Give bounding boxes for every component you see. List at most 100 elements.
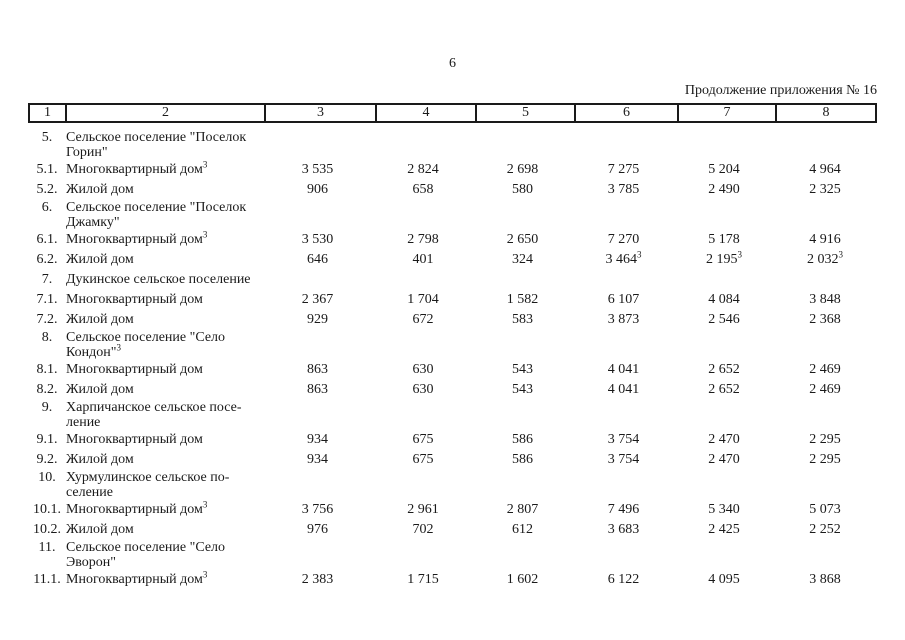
value-cell: [373, 541, 473, 570]
row-number: 8.: [41, 330, 53, 345]
row-label: Многоквартирный дом3: [66, 500, 262, 520]
value-cell: 4 095: [675, 570, 773, 590]
row-label-text: Джамку": [66, 214, 120, 230]
value-cell: [572, 270, 675, 290]
value-text: 5 204: [708, 162, 740, 177]
value-text: 2 367: [301, 292, 334, 307]
row-label: Многоквартирный дом: [66, 360, 262, 380]
table-row: 6. Сельское поселение "Поселок Джамку": [28, 200, 877, 230]
value-cell: 3 4643: [572, 250, 675, 270]
value-cell: 2 295: [773, 430, 877, 450]
value-cell: [675, 131, 773, 160]
row-number: 6.2.: [36, 252, 58, 267]
value-cell: 2 546: [675, 310, 773, 330]
value-cell: [675, 401, 773, 430]
value-text: 2 490: [708, 182, 740, 197]
value-cell: 2 652: [675, 380, 773, 400]
value-cell: 2 824: [373, 160, 473, 180]
row-label-text: Многоквартирный дом: [66, 502, 203, 517]
row-number: 10.: [38, 470, 56, 485]
value-cell: 630: [373, 380, 473, 400]
value-text: 3 754: [607, 452, 640, 467]
table-row: 5.1. Многоквартирный дом3 3 535 2 824 2 698 7…: [28, 160, 877, 180]
value-cell: 4 041: [572, 360, 675, 380]
value-text: 4 041: [607, 362, 640, 377]
row-label-text: Жилой дом: [66, 382, 134, 397]
value-text: 630: [412, 362, 434, 377]
value-cell: 1 715: [373, 570, 473, 590]
value-cell: [262, 401, 373, 430]
value-cell: 6 107: [572, 290, 675, 310]
value-text: 4 916: [809, 232, 841, 247]
value-text: 2 824: [407, 162, 439, 177]
row-number: 7.2.: [36, 312, 58, 327]
row-number: 11.1.: [33, 572, 61, 587]
value-text: 702: [412, 522, 434, 537]
value-text: 906: [307, 182, 328, 197]
row-label: Жилой дом: [66, 520, 262, 540]
row-label-text: Сельское поселение "Село: [66, 540, 226, 555]
value-cell: 2 1953: [675, 250, 773, 270]
value-text: 2 652: [708, 382, 740, 397]
value-cell: 2 469: [773, 360, 877, 380]
value-text: 4 964: [809, 162, 841, 177]
row-label: Жилой дом: [66, 250, 262, 270]
row-number: 7.1.: [36, 292, 58, 307]
value-cell: 2 490: [675, 180, 773, 200]
value-cell: 1 602: [473, 570, 572, 590]
value-text: 4 084: [708, 292, 740, 307]
value-text: 7 275: [607, 162, 640, 177]
row-label-text: Горин": [66, 144, 108, 160]
table-row: 7.1. Многоквартирный дом 2 367 1 704 1 582 6 …: [28, 290, 877, 310]
value-text: 2 195: [706, 252, 738, 267]
value-text: 583: [512, 312, 533, 327]
row-label-text: Сельское поселение "Поселок: [66, 130, 247, 145]
row-label-text: ление: [66, 414, 101, 430]
value-cell: 6 122: [572, 570, 675, 590]
table-row: 5. Сельское поселение "Поселок Горин": [28, 130, 877, 160]
value-text: 543: [512, 382, 533, 397]
value-cell: 1 582: [473, 290, 572, 310]
footnote-marker: 3: [202, 159, 208, 170]
value-cell: 583: [473, 310, 572, 330]
value-text: 1 715: [407, 572, 439, 587]
value-cell: [262, 201, 373, 230]
value-cell: 863: [262, 380, 373, 400]
value-text: 3 756: [301, 502, 334, 517]
header-cell-7: 7: [677, 105, 775, 121]
value-cell: 4 041: [572, 380, 675, 400]
table-row: 10.2. Жилой дом 976 702 612 3 683 2 425 2 252: [28, 520, 877, 540]
value-text: 612: [512, 522, 533, 537]
value-cell: [262, 471, 373, 500]
table-body: 5. Сельское поселение "Поселок Горин" 5.1. М…: [28, 130, 877, 590]
value-cell: [373, 270, 473, 290]
value-cell: 675: [373, 450, 473, 470]
value-cell: 3 530: [262, 230, 373, 250]
row-label: Жилой дом: [66, 180, 262, 200]
value-text: 3 868: [809, 572, 841, 587]
value-cell: [373, 471, 473, 500]
value-cell: 401: [373, 250, 473, 270]
value-text: 2 650: [506, 232, 539, 247]
value-cell: 3 868: [773, 570, 877, 590]
value-text: 543: [512, 362, 533, 377]
value-cell: 4 964: [773, 160, 877, 180]
value-cell: 2 798: [373, 230, 473, 250]
value-text: 580: [512, 182, 533, 197]
row-label-text: Многоквартирный дом: [66, 572, 203, 587]
value-text: 675: [412, 452, 434, 467]
value-cell: 2 383: [262, 570, 373, 590]
row-label: Сельское поселение "Село Эворон": [66, 540, 262, 570]
table-row: 10.1. Многоквартирный дом3 3 756 2 961 2 807…: [28, 500, 877, 520]
table-row: 9. Харпичанское сельское посе-ление: [28, 400, 877, 430]
row-label-text: Эворон": [66, 554, 116, 570]
value-cell: 3 873: [572, 310, 675, 330]
value-cell: 7 275: [572, 160, 675, 180]
value-text: 5 073: [809, 502, 841, 517]
value-cell: 2 470: [675, 450, 773, 470]
value-text: 2 032: [807, 252, 839, 267]
row-number: 6.1.: [36, 232, 58, 247]
row-label: Жилой дом: [66, 310, 262, 330]
value-text: 863: [307, 382, 328, 397]
